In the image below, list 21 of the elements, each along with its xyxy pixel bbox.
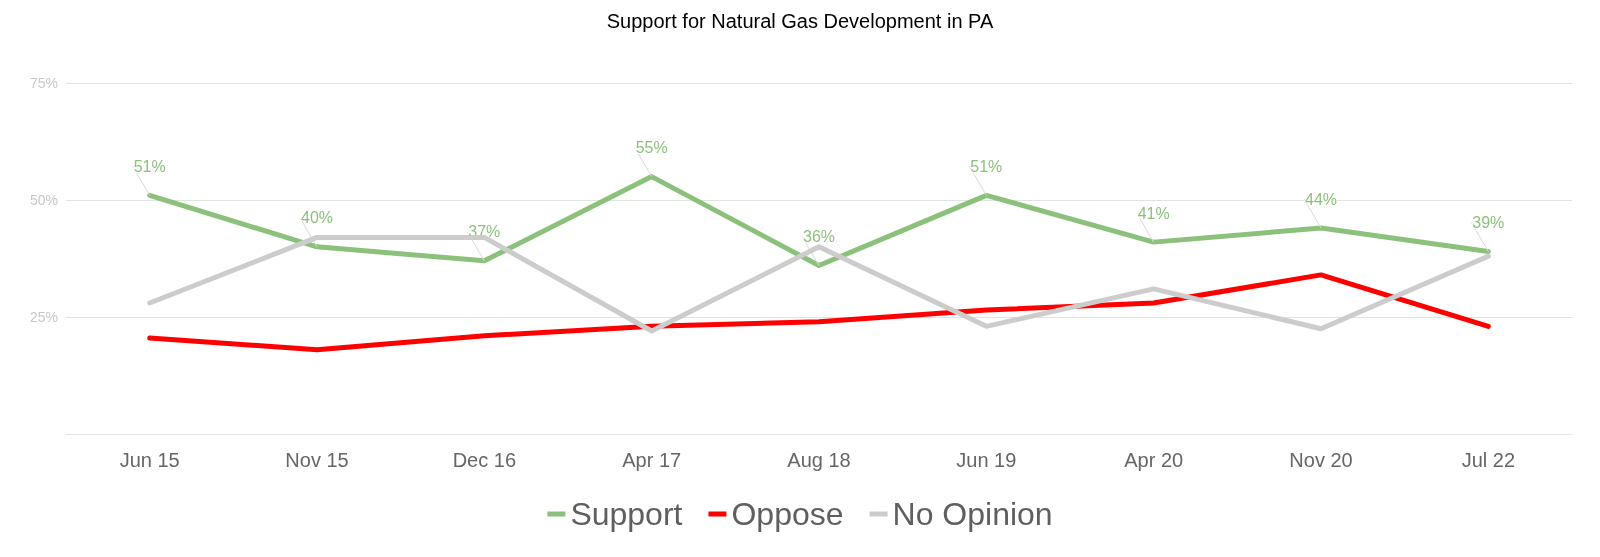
x-tick-label: Nov 20: [1289, 449, 1353, 471]
legend-label: Oppose: [731, 496, 844, 532]
data-label: 55%: [635, 139, 668, 157]
data-label: 41%: [1137, 204, 1170, 222]
data-label: 51%: [133, 157, 166, 175]
legend-label: Support: [570, 496, 683, 532]
legend-label: No Opinion: [892, 496, 1053, 532]
x-tick-label: Jun 19: [956, 449, 1017, 471]
x-tick-label: Jun 15: [119, 449, 180, 471]
x-tick-label: Nov 15: [285, 449, 349, 471]
x-tick-label: Jul 22: [1461, 449, 1516, 471]
x-tick-label: Apr 17: [622, 449, 682, 471]
x-tick-label: Apr 20: [1124, 449, 1184, 471]
data-label: 44%: [1304, 190, 1338, 208]
data-label: 40%: [300, 209, 334, 227]
x-tick-label: Aug 18: [787, 449, 851, 471]
data-label: 51%: [970, 157, 1003, 175]
data-label: 36%: [802, 228, 836, 246]
x-tick-label: Dec 16: [452, 449, 517, 471]
data-label: 39%: [1472, 213, 1505, 231]
chart-title: Support for Natural Gas Development in PA: [606, 10, 994, 32]
